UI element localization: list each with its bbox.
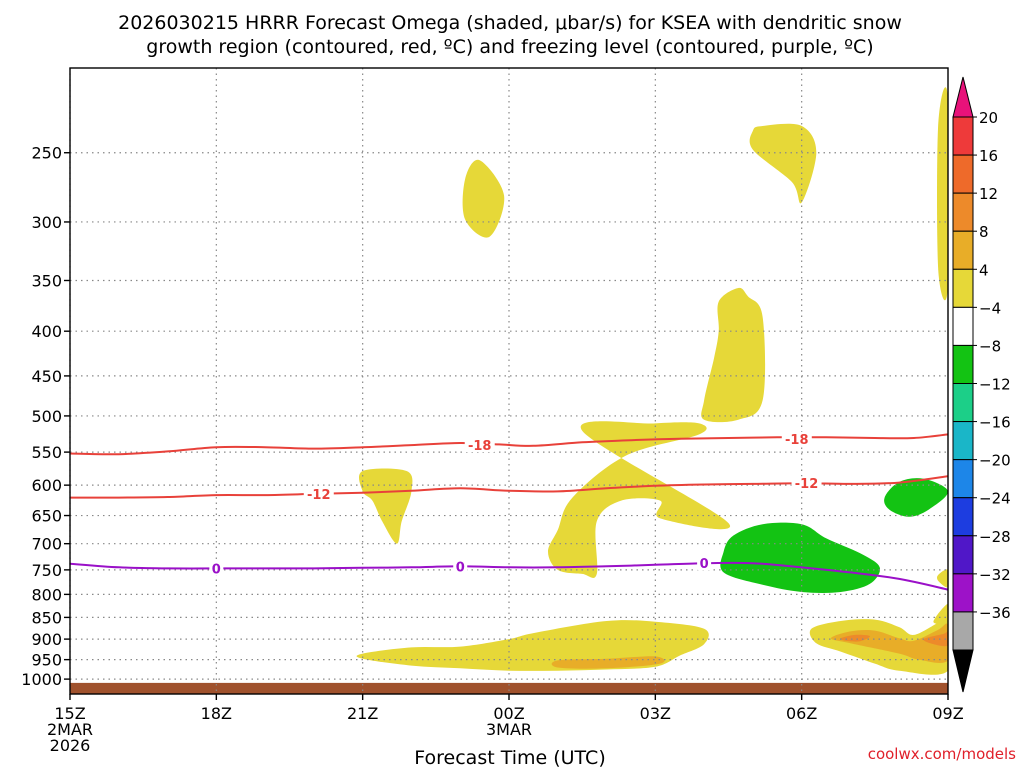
x-tick-label: 3MAR (486, 720, 532, 739)
colorbar-label: 12 (979, 185, 998, 203)
ground-layer (70, 682, 948, 694)
omega-region (937, 87, 948, 301)
y-tick-label: 1000 (21, 670, 62, 689)
colorbar-band (952, 116, 974, 156)
colorbar-label: −24 (979, 490, 1011, 508)
grid-layer (69, 68, 948, 694)
credit-text: coolwx.com/models (868, 745, 1016, 763)
colorbar-label: 16 (979, 147, 998, 165)
colorbar-band (952, 421, 974, 461)
colorbar-band (952, 230, 974, 270)
omega-region (462, 159, 505, 238)
contour-label: -12 (307, 488, 331, 503)
y-tick-label: 300 (31, 213, 62, 232)
x-tick-label: 2026 (50, 736, 91, 755)
x-tick-label: 15Z (54, 704, 85, 723)
omega-region (937, 569, 948, 588)
colorbar-bottom-arrow (952, 649, 974, 693)
omega-region (933, 603, 948, 625)
y-tick-label: 500 (31, 407, 62, 426)
x-tick-label: 06Z (786, 704, 817, 723)
x-tick-label: 03Z (640, 704, 671, 723)
y-tick-label: 800 (31, 585, 62, 604)
x-tick-label: 18Z (201, 704, 232, 723)
contour-layer: -18 -18 -12 -12 0 0 0 (70, 431, 948, 591)
chart-title-line-1: 2026030215 HRRR Forecast Omega (shaded, … (118, 12, 902, 34)
colorbar-band (952, 573, 974, 613)
contour-label-bg (453, 559, 468, 574)
colorbar-band (952, 268, 974, 308)
y-tick-label: 700 (31, 535, 62, 554)
colorbar-band (952, 611, 974, 651)
omega-region (923, 631, 948, 647)
omega-region (551, 656, 665, 669)
omega-region (830, 623, 948, 663)
contour-label-bg (791, 476, 822, 491)
contour-label: -12 (795, 477, 819, 492)
colorbar-label: −36 (979, 604, 1011, 622)
chart-title-line-2: growth region (contoured, red, ºC) and f… (146, 36, 873, 58)
contour-label: 0 (456, 560, 465, 575)
contour-label-bg (697, 556, 712, 571)
colorbar-label: −16 (979, 414, 1011, 432)
contour-label-bg (209, 561, 224, 576)
omega-region (884, 478, 948, 517)
colorbar-band (952, 192, 974, 232)
contour-label: -18 (785, 433, 809, 448)
colorbar-band (952, 497, 974, 537)
x-tick-label: 00Z (493, 704, 524, 723)
colorbar-band (952, 344, 974, 384)
omega-region (840, 634, 871, 642)
y-tick-label: 750 (31, 561, 62, 580)
contour-label: -18 (468, 439, 492, 454)
contour-label: 0 (700, 557, 709, 572)
x-axis-label: Forecast Time (UTC) (414, 747, 605, 768)
colorbar-label: −12 (979, 376, 1011, 394)
contour-label-bg (464, 438, 495, 453)
y-tick-label: 350 (31, 271, 62, 290)
colorbar-band (952, 535, 974, 575)
y-tick-label: 650 (31, 507, 62, 526)
x-tick-label: 09Z (932, 704, 963, 723)
omega-shading-layer (356, 87, 948, 675)
y-tick-label: 400 (31, 322, 62, 341)
x-tick-label: 2MAR (47, 720, 93, 739)
x-tick-label: 21Z (347, 704, 378, 723)
colorbar-top-arrow (952, 76, 974, 118)
omega-region (548, 421, 731, 578)
y-tick-label: 250 (31, 144, 62, 163)
colorbar-label: −28 (979, 528, 1011, 546)
colorbar-label: 8 (979, 223, 989, 241)
y-tick-label: 950 (31, 651, 62, 670)
contour-label-bg (303, 486, 334, 501)
y-tick-label: 450 (31, 367, 62, 386)
colorbar: 20 16 12 8 4 −4 −8 −12 −16 −20 −24 −28 −32 −36 (952, 76, 1011, 693)
omega-region (701, 287, 766, 423)
contour-label-bg (781, 431, 812, 446)
colorbar-label: −20 (979, 452, 1011, 470)
colorbar-label: −4 (979, 299, 1001, 317)
y-tick-label: 850 (31, 608, 62, 627)
y-tick-label: 900 (31, 630, 62, 649)
colorbar-label: 4 (979, 261, 989, 279)
colorbar-band (952, 154, 974, 194)
colorbar-label: −8 (979, 337, 1001, 355)
colorbar-band (952, 306, 974, 346)
omega-region (749, 123, 817, 204)
contour-label: 0 (212, 562, 221, 577)
colorbar-label: −32 (979, 566, 1011, 584)
colorbar-band (952, 459, 974, 499)
colorbar-label: 20 (979, 109, 998, 127)
y-tick-label: 550 (31, 443, 62, 462)
axes-layer: 250 300 350 400 450 500 550 600 650 700 750 800 850 9… (21, 144, 963, 755)
omega-region (720, 522, 881, 593)
contour-line (70, 433, 948, 456)
y-tick-label: 600 (31, 476, 62, 495)
ground-surface (70, 682, 948, 694)
colorbar-band (952, 383, 974, 423)
omega-region (358, 468, 413, 544)
